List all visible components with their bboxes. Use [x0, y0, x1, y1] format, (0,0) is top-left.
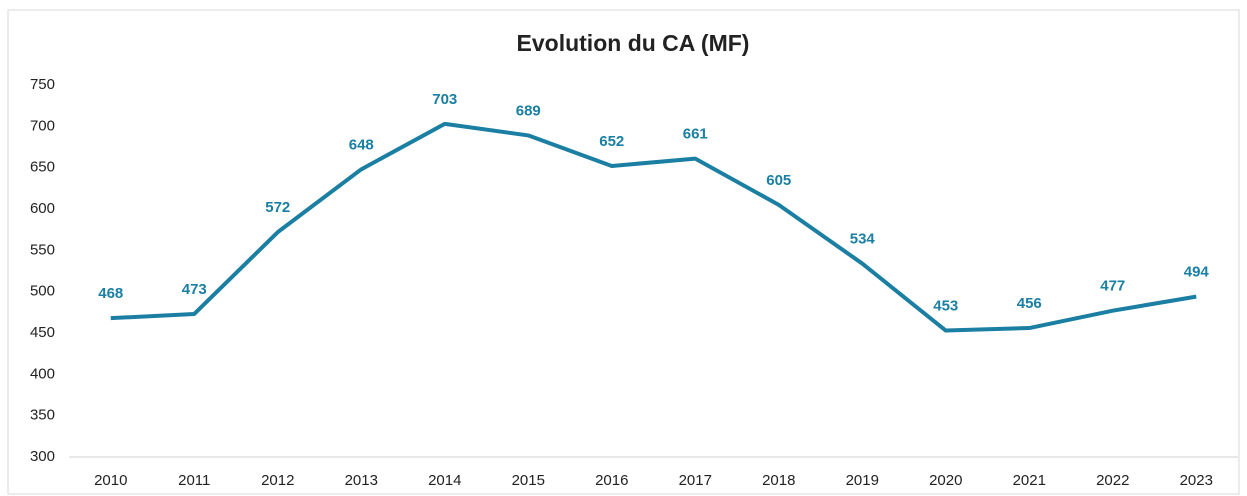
data-label: 652 — [599, 133, 624, 150]
y-tick-label: 350 — [30, 407, 55, 424]
data-line — [110, 121, 1197, 333]
x-tick-label: 2020 — [929, 472, 962, 489]
data-label: 473 — [182, 281, 207, 298]
data-label: 605 — [766, 172, 791, 189]
x-tick-label: 2016 — [595, 472, 628, 489]
x-tick-label: 2022 — [1096, 472, 1129, 489]
data-label: 456 — [1017, 295, 1042, 312]
x-tick-label: 2011 — [178, 472, 210, 489]
data-label: 477 — [1100, 278, 1125, 295]
data-label: 534 — [850, 231, 876, 248]
data-label: 494 — [1184, 264, 1210, 281]
x-tick-label: 2010 — [94, 472, 127, 489]
x-tick-label: 2017 — [679, 472, 712, 489]
x-tick-label: 2015 — [512, 472, 545, 489]
x-tick-label: 2014 — [428, 472, 461, 489]
chart-title: Evolution du CA (MF) — [517, 30, 750, 56]
y-tick-label: 550 — [30, 241, 55, 258]
y-tick-label: 500 — [30, 283, 55, 300]
data-label: 648 — [349, 136, 374, 153]
data-label: 468 — [98, 285, 123, 302]
y-tick-label: 600 — [30, 200, 55, 217]
x-tick-label: 2012 — [261, 472, 294, 489]
x-tick-label: 2023 — [1180, 472, 1213, 489]
y-tick-label: 750 — [30, 76, 55, 93]
data-label: 661 — [683, 126, 708, 143]
data-label: 689 — [516, 102, 541, 119]
y-tick-label: 450 — [30, 324, 55, 341]
y-tick-label: 650 — [30, 159, 55, 176]
data-label: 453 — [933, 297, 958, 314]
y-tick-label: 300 — [30, 448, 55, 465]
x-tick-label: 2018 — [762, 472, 795, 489]
y-tick-label: 400 — [30, 365, 55, 382]
data-label: 703 — [432, 91, 457, 108]
y-tick-label: 700 — [30, 117, 55, 134]
x-tick-label: 2019 — [846, 472, 879, 489]
data-label: 572 — [265, 199, 290, 216]
x-tick-label: 2021 — [1013, 472, 1046, 489]
x-tick-label: 2013 — [345, 472, 378, 489]
chart-frame — [7, 9, 1240, 495]
